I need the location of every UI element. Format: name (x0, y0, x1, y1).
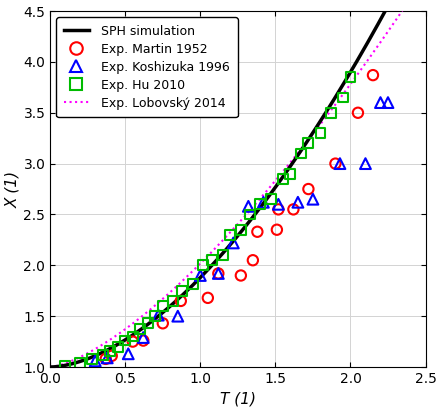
Point (129, 333, 136, 340)
Point (200, 262, 207, 269)
Point (317, 130, 324, 136)
Point (237, 227, 244, 233)
Point (275, 201, 282, 208)
Point (215, 270, 222, 277)
Point (385, 99, 392, 106)
Point (297, 150, 305, 157)
X-axis label: T (1): T (1) (220, 391, 256, 407)
Point (287, 171, 294, 177)
Point (170, 297, 177, 304)
Point (347, 74, 354, 80)
Point (209, 257, 216, 264)
Point (140, 334, 147, 341)
Point (245, 203, 252, 210)
Point (254, 229, 261, 235)
Point (159, 303, 166, 309)
Point (159, 320, 166, 327)
Point (332, 160, 339, 167)
Point (144, 320, 151, 327)
Point (102, 356, 109, 362)
Point (273, 227, 280, 233)
Point (114, 343, 121, 350)
Point (62, 363, 69, 369)
Point (370, 72, 377, 78)
Point (249, 257, 256, 264)
Point (279, 176, 286, 182)
Point (362, 160, 369, 167)
Point (309, 196, 316, 203)
Point (152, 313, 159, 319)
Point (174, 313, 181, 319)
Point (91, 358, 99, 364)
Point (377, 99, 384, 106)
Point (290, 206, 297, 213)
Point (246, 211, 253, 218)
Point (204, 295, 211, 301)
Point (260, 199, 267, 206)
Point (215, 270, 222, 277)
Point (89, 356, 96, 362)
Point (257, 201, 264, 208)
Point (189, 280, 196, 287)
Point (230, 240, 237, 246)
Point (108, 353, 115, 359)
Y-axis label: X (1): X (1) (6, 171, 21, 208)
Point (104, 355, 111, 361)
Point (107, 347, 114, 354)
Point (305, 186, 312, 192)
Point (237, 272, 244, 279)
Point (99, 351, 106, 358)
Point (137, 326, 144, 333)
Point (328, 110, 335, 116)
Point (275, 206, 282, 213)
Point (140, 337, 147, 344)
Point (267, 196, 274, 203)
Point (219, 252, 226, 258)
Point (354, 110, 362, 116)
Point (305, 140, 312, 147)
Point (339, 94, 347, 101)
Point (294, 199, 301, 206)
Legend: SPH simulation, Exp. Martin 1952, Exp. Koshizuka 1996, Exp. Hu 2010, Exp. Lobovs: SPH simulation, Exp. Martin 1952, Exp. K… (57, 17, 238, 117)
Point (122, 337, 129, 344)
Point (227, 232, 234, 238)
Point (155, 312, 162, 318)
Point (197, 272, 204, 279)
Point (336, 160, 343, 167)
Point (76, 360, 84, 366)
Point (125, 351, 132, 357)
Point (179, 288, 186, 294)
Point (129, 338, 136, 345)
Point (177, 297, 184, 304)
